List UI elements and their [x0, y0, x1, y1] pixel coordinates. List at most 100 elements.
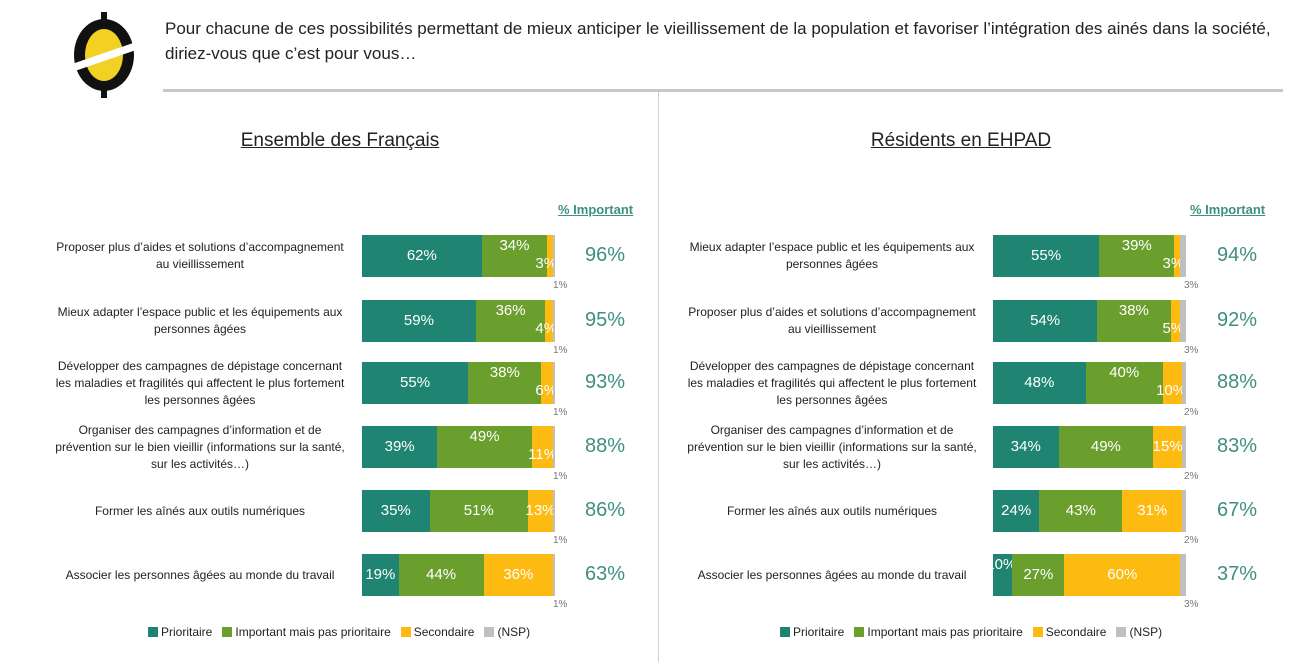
- nsp-label: 3%: [1184, 345, 1199, 356]
- nsp-label: 1%: [553, 280, 568, 291]
- panel-divider: [658, 92, 659, 662]
- nsp-label: 1%: [553, 407, 568, 418]
- row-label: Développer des campagnes de dépistage co…: [687, 358, 977, 407]
- important-value: 88%: [585, 435, 626, 457]
- row-label: Mieux adapter l’espace public et les équ…: [57, 305, 343, 336]
- important-value: 95%: [585, 309, 626, 331]
- segment-label: 11%: [528, 446, 558, 463]
- bar-segment-prioritaire: 35%: [362, 490, 430, 532]
- bar-segment-nsp: [553, 300, 555, 342]
- stacked-bar: 24% 43% 31%: [993, 490, 1186, 532]
- legend-swatch: [400, 627, 411, 637]
- panel-title: Résidents en EHPAD: [870, 130, 1052, 151]
- legend-swatch: [222, 627, 233, 637]
- bar-segment-prioritaire: 62%: [362, 235, 482, 277]
- segment-label: 35%: [380, 502, 411, 519]
- segment-label: 10%: [1156, 382, 1187, 399]
- stacked-bar: 55% 38% 6%: [362, 362, 558, 404]
- legend-item: (NSP): [484, 625, 530, 639]
- legend-item: Prioritaire: [148, 625, 212, 639]
- bar-segment-prioritaire: 24%: [993, 490, 1040, 532]
- row-label: Mieux adapter l’espace public et les équ…: [689, 240, 975, 271]
- bar-segment-secondaire: 13%: [525, 490, 556, 532]
- segment-label: 6%: [535, 382, 558, 399]
- bar-segment-prioritaire: 55%: [362, 362, 469, 404]
- segment-label: 55%: [400, 374, 431, 391]
- bar-segment-secondaire: 31%: [1122, 490, 1183, 532]
- bar-segment-nsp: [553, 235, 555, 277]
- segment-label: 34%: [1010, 438, 1041, 455]
- segment-label: 59%: [403, 312, 434, 329]
- legend-item: (NSP): [1116, 625, 1162, 639]
- stacked-bar: 62% 34% 3%: [362, 235, 557, 277]
- legend: Prioritaire Important mais pas prioritair…: [780, 625, 1162, 639]
- bar-segment-prioritaire: 55%: [993, 235, 1100, 277]
- stacked-bar: 34% 49% 15%: [993, 426, 1186, 468]
- important-value: 92%: [1217, 309, 1258, 331]
- bar-segment-secondaire: 11%: [528, 426, 557, 468]
- legend-item: Important mais pas prioritaire: [854, 625, 1023, 639]
- legend-swatch: [148, 627, 158, 637]
- bar-segment-secondaire: 5%: [1163, 300, 1184, 342]
- bar-segment-importantmaispasprioritaire: 51%: [429, 490, 528, 532]
- stacked-bar: 19% 44% 36%: [362, 554, 555, 596]
- important-header: % Important: [558, 202, 634, 217]
- logo: [72, 12, 136, 103]
- bar-segment-nsp: [1180, 554, 1186, 596]
- segment-label: 36%: [503, 566, 534, 583]
- legend-swatch: [484, 627, 495, 637]
- bar-segment-importantmaispasprioritaire: 43%: [1039, 490, 1123, 532]
- bar-segment-importantmaispasprioritaire: 38%: [1097, 300, 1171, 342]
- legend-swatch: [780, 627, 790, 637]
- bar-segment-nsp: [1182, 362, 1186, 404]
- row-label: Former les aînés aux outils numériques: [94, 503, 306, 518]
- important-value: 86%: [585, 499, 626, 521]
- segment-label: 19%: [365, 566, 396, 583]
- bar-segment-prioritaire: 48%: [993, 362, 1086, 404]
- bar-segment-importantmaispasprioritaire: 36%: [475, 300, 546, 342]
- question-text: Pour chacune de ces possibilités permett…: [165, 19, 1271, 63]
- segment-label: 44%: [426, 566, 457, 583]
- important-value: 96%: [585, 244, 626, 266]
- header-divider: [163, 89, 1283, 92]
- stacked-bar: 35% 51% 13%: [362, 490, 556, 532]
- nsp-label: 1%: [553, 599, 568, 610]
- segment-label: 62%: [406, 247, 437, 264]
- segment-label: 54%: [1030, 312, 1061, 329]
- row-label: Organiser des campagnes d’information et…: [687, 422, 977, 471]
- bar-segment-prioritaire: 19%: [362, 554, 399, 596]
- nsp-label: 2%: [1184, 471, 1199, 482]
- segment-label: 27%: [1023, 566, 1054, 583]
- segment-label: 13%: [525, 502, 556, 519]
- legend-item: Secondaire: [1032, 625, 1106, 639]
- bar-segment-importantmaispasprioritaire: 39%: [1099, 235, 1175, 277]
- bar-segment-importantmaispasprioritaire: 49%: [1058, 426, 1154, 468]
- segment-label: 60%: [1107, 566, 1138, 583]
- row-label: Associer les personnes âgées au monde du…: [65, 567, 335, 582]
- bar-segment-importantmaispasprioritaire: 40%: [1085, 362, 1163, 404]
- important-header: % Important: [1190, 202, 1266, 217]
- stacked-bar: 48% 40% 10%: [993, 362, 1186, 404]
- bar-segment-nsp: [1182, 426, 1186, 468]
- legend-swatch: [1032, 627, 1043, 637]
- legend-label: Important mais pas prioritaire: [235, 625, 391, 639]
- segment-label: 49%: [1090, 438, 1121, 455]
- row-label: Former les aînés aux outils numériques: [726, 503, 938, 518]
- bar-segment-secondaire: 60%: [1064, 554, 1181, 596]
- bar-segment-nsp: [553, 490, 555, 532]
- segment-label: 38%: [1118, 302, 1149, 319]
- segment-label: 15%: [1152, 438, 1183, 455]
- segment-label: 51%: [463, 502, 494, 519]
- bar-segment-secondaire: 3%: [535, 235, 557, 277]
- legend-label: Prioritaire: [793, 625, 845, 639]
- row-label: Associer les personnes âgées au monde du…: [697, 567, 967, 582]
- bar-segment-secondaire: 36%: [483, 554, 554, 596]
- nsp-label: 2%: [1184, 407, 1199, 418]
- row-label: Proposer plus d’aides et solutions d’acc…: [688, 305, 976, 336]
- legend-label: Important mais pas prioritaire: [867, 625, 1023, 639]
- important-value: 94%: [1217, 244, 1258, 266]
- bar-segment-nsp: [1180, 235, 1186, 277]
- stacked-bar: 10% 27% 60%: [986, 554, 1186, 596]
- bar-segment-prioritaire: 10%: [986, 554, 1016, 596]
- bar-segment-nsp: [553, 426, 555, 468]
